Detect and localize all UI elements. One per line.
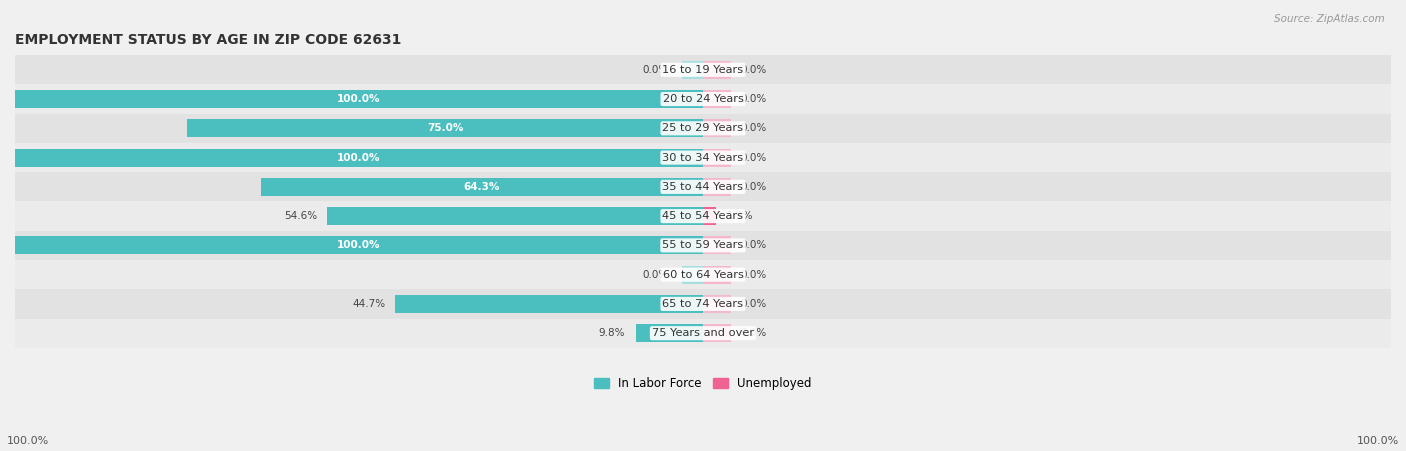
Bar: [703, 178, 731, 196]
Bar: [703, 119, 731, 138]
Text: 65 to 74 Years: 65 to 74 Years: [662, 299, 744, 309]
Text: 75 Years and over: 75 Years and over: [652, 328, 754, 338]
Text: 60 to 64 Years: 60 to 64 Years: [662, 270, 744, 280]
Bar: [15, 148, 703, 167]
Text: 0.0%: 0.0%: [643, 65, 669, 75]
Text: 75.0%: 75.0%: [427, 123, 463, 133]
Bar: [682, 61, 703, 79]
Text: 44.7%: 44.7%: [352, 299, 385, 309]
Bar: [15, 114, 1391, 143]
Text: 20 to 24 Years: 20 to 24 Years: [662, 94, 744, 104]
Bar: [15, 143, 1391, 172]
Text: 54.6%: 54.6%: [284, 211, 316, 221]
Text: 0.0%: 0.0%: [741, 182, 768, 192]
Bar: [395, 295, 703, 313]
Text: 25 to 29 Years: 25 to 29 Years: [662, 123, 744, 133]
Text: 55 to 59 Years: 55 to 59 Years: [662, 240, 744, 250]
Bar: [15, 289, 1391, 318]
Text: 0.0%: 0.0%: [741, 94, 768, 104]
Bar: [15, 90, 703, 108]
Text: 100.0%: 100.0%: [7, 437, 49, 446]
Bar: [187, 119, 703, 138]
Text: 0.0%: 0.0%: [741, 123, 768, 133]
Bar: [703, 266, 731, 284]
Text: 1.9%: 1.9%: [727, 211, 752, 221]
Bar: [703, 295, 731, 313]
Bar: [328, 207, 703, 225]
Text: 0.0%: 0.0%: [741, 240, 768, 250]
Bar: [636, 324, 703, 342]
Bar: [703, 324, 731, 342]
Bar: [703, 236, 731, 254]
Bar: [15, 236, 703, 254]
Bar: [15, 318, 1391, 348]
Text: 0.0%: 0.0%: [741, 299, 768, 309]
Bar: [703, 148, 731, 167]
Text: 100.0%: 100.0%: [337, 152, 381, 163]
Text: 0.0%: 0.0%: [741, 65, 768, 75]
Bar: [15, 84, 1391, 114]
Bar: [15, 172, 1391, 202]
Text: 30 to 34 Years: 30 to 34 Years: [662, 152, 744, 163]
Bar: [15, 231, 1391, 260]
Bar: [703, 61, 731, 79]
Text: 0.0%: 0.0%: [741, 328, 768, 338]
Bar: [682, 266, 703, 284]
Text: 64.3%: 64.3%: [464, 182, 501, 192]
Text: 9.8%: 9.8%: [599, 328, 626, 338]
Text: 0.0%: 0.0%: [741, 270, 768, 280]
Bar: [15, 202, 1391, 231]
Text: 100.0%: 100.0%: [337, 94, 381, 104]
Text: 0.0%: 0.0%: [643, 270, 669, 280]
Bar: [703, 90, 731, 108]
Bar: [15, 260, 1391, 289]
Legend: In Labor Force, Unemployed: In Labor Force, Unemployed: [589, 372, 817, 395]
Text: 100.0%: 100.0%: [337, 240, 381, 250]
Text: 0.0%: 0.0%: [741, 152, 768, 163]
Text: Source: ZipAtlas.com: Source: ZipAtlas.com: [1274, 14, 1385, 23]
Text: 100.0%: 100.0%: [1357, 437, 1399, 446]
Text: 35 to 44 Years: 35 to 44 Years: [662, 182, 744, 192]
Text: EMPLOYMENT STATUS BY AGE IN ZIP CODE 62631: EMPLOYMENT STATUS BY AGE IN ZIP CODE 626…: [15, 33, 401, 47]
Text: 45 to 54 Years: 45 to 54 Years: [662, 211, 744, 221]
Bar: [260, 178, 703, 196]
Bar: [15, 55, 1391, 84]
Bar: [703, 207, 716, 225]
Text: 16 to 19 Years: 16 to 19 Years: [662, 65, 744, 75]
